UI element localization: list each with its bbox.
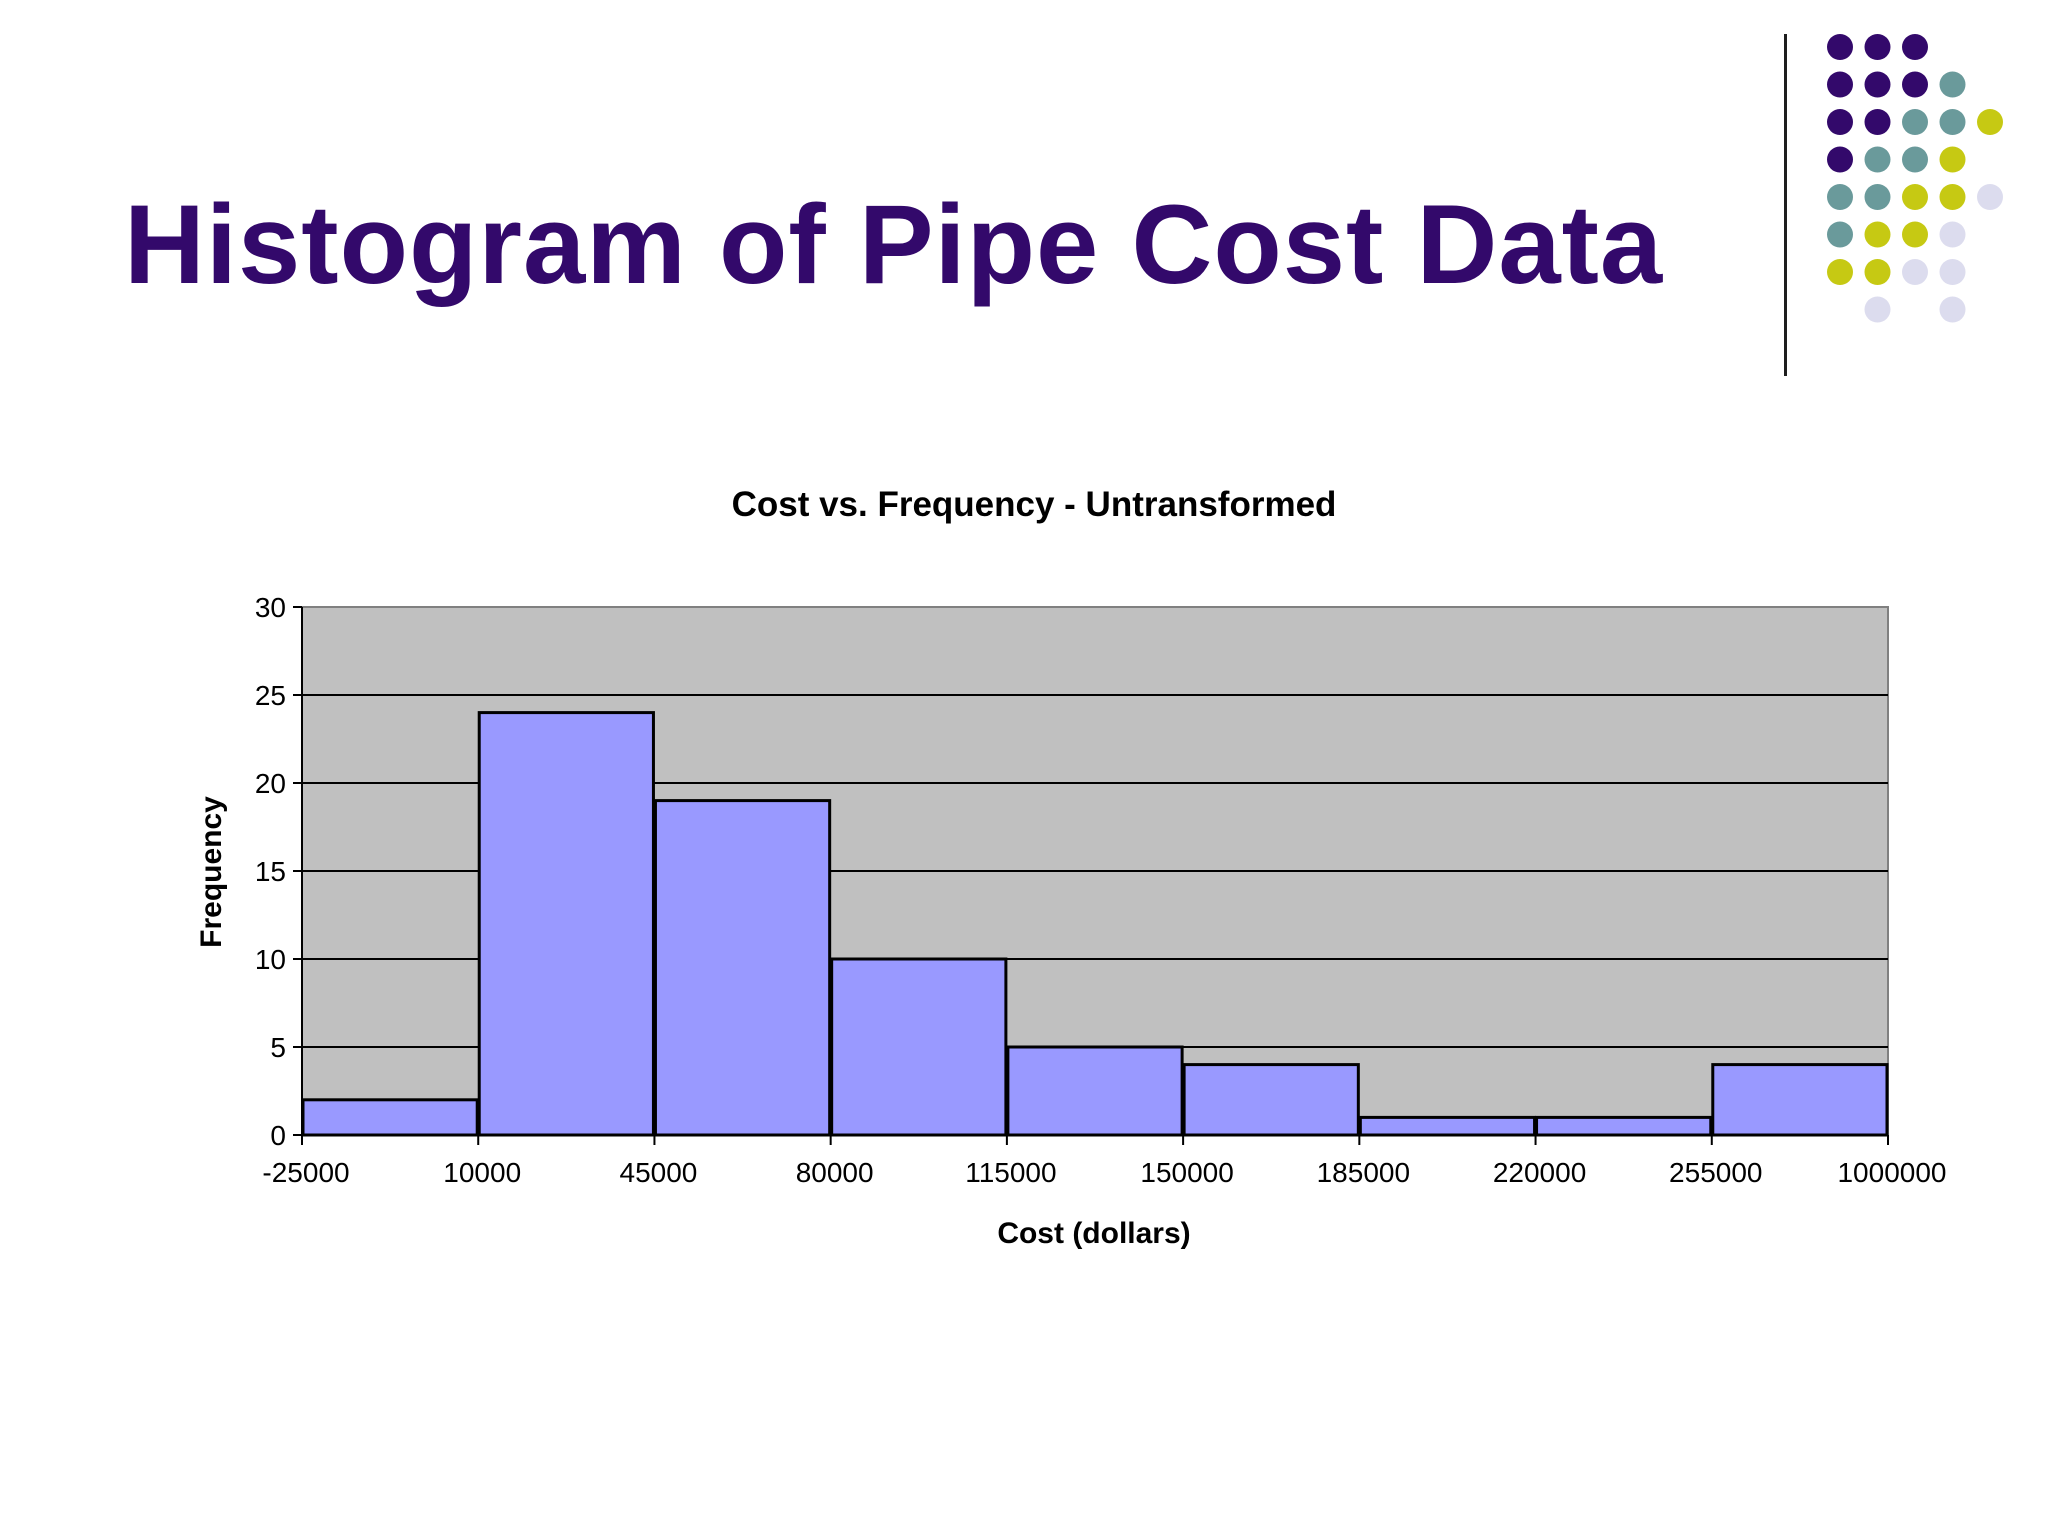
y-tick-label: 15 [255,856,286,887]
decor-dot-lavender [1902,259,1928,285]
decor-dot-teal [1939,109,1966,135]
x-axis-label: Cost (dollars) [997,1217,1190,1250]
chart-title: Cost vs. Frequency - Untransformed [732,485,1337,524]
x-tick-label: 255000 [1669,1157,1762,1188]
decorative-dot-grid [1827,34,2003,323]
histogram-bar [1711,1063,1889,1137]
decor-dot-teal [1827,221,1853,248]
x-tick-label: 185000 [1317,1157,1410,1188]
y-tick-label: 30 [255,592,286,623]
y-tick-label: 0 [270,1120,286,1151]
decor-dot-purple [1827,34,1853,60]
decor-dot-yellow [1864,221,1891,248]
y-tick-label: 5 [270,1032,286,1063]
y-tick-label: 20 [255,768,286,799]
decor-dot-purple [1902,34,1928,60]
decor-dot-purple [1827,71,1853,98]
histogram-bar [301,1098,479,1137]
plot-area: 0 5 10 15 20 25 30 -25000 10000 45000 80000 115000 1… [255,592,1947,1188]
histogram-bar [1358,1115,1537,1137]
decor-dot-purple [1827,146,1853,173]
decor-dot-lavender [1939,221,1966,248]
decor-dot-teal [1902,109,1928,135]
histogram-bar [653,799,832,1137]
decor-dot-purple [1864,34,1891,60]
histogram-bar [1182,1063,1360,1137]
histogram-bar [830,957,1008,1137]
decor-dot-yellow [1939,146,1966,173]
x-tick-label: 45000 [620,1157,698,1188]
histogram-bar [1535,1115,1713,1137]
decor-dot-purple [1864,71,1891,98]
decor-dot-lavender [1864,296,1891,323]
decor-dot-teal [1864,146,1891,173]
x-tick-label: 150000 [1140,1157,1233,1188]
slide-title: Histogram of Pipe Cost Data [124,182,1664,307]
decor-dot-yellow [1902,184,1928,210]
decor-dot-lavender [1939,259,1966,285]
decor-dot-purple [1827,109,1853,135]
histogram-bar [477,711,655,1137]
decor-dot-lavender [1977,184,2003,210]
x-tick-label: 80000 [796,1157,874,1188]
y-tick-label: 10 [255,944,286,975]
decor-dot-yellow [1939,184,1966,210]
x-tick-label: 220000 [1493,1157,1586,1188]
x-tick-label: 10000 [443,1157,521,1188]
y-tick-label: 25 [255,680,286,711]
title-divider [1784,34,1787,376]
decor-dot-teal [1939,71,1966,98]
decor-dot-lavender [1939,296,1966,323]
x-tick-label: 1000000 [1837,1157,1946,1188]
decor-dot-yellow [1864,259,1891,285]
decor-dot-yellow [1827,259,1853,285]
y-axis-label: Frequency [195,796,228,948]
decor-dot-purple [1864,109,1891,135]
decor-dot-purple [1902,71,1928,98]
histogram-bar [1006,1045,1184,1137]
decor-dot-teal [1864,184,1891,210]
decor-dot-yellow [1902,221,1928,248]
x-tick-label: -25000 [262,1157,349,1188]
decor-dot-teal [1902,146,1928,173]
decor-dot-yellow [1977,109,2003,135]
x-tick-label: 115000 [965,1157,1056,1188]
decor-dot-teal [1827,184,1853,210]
